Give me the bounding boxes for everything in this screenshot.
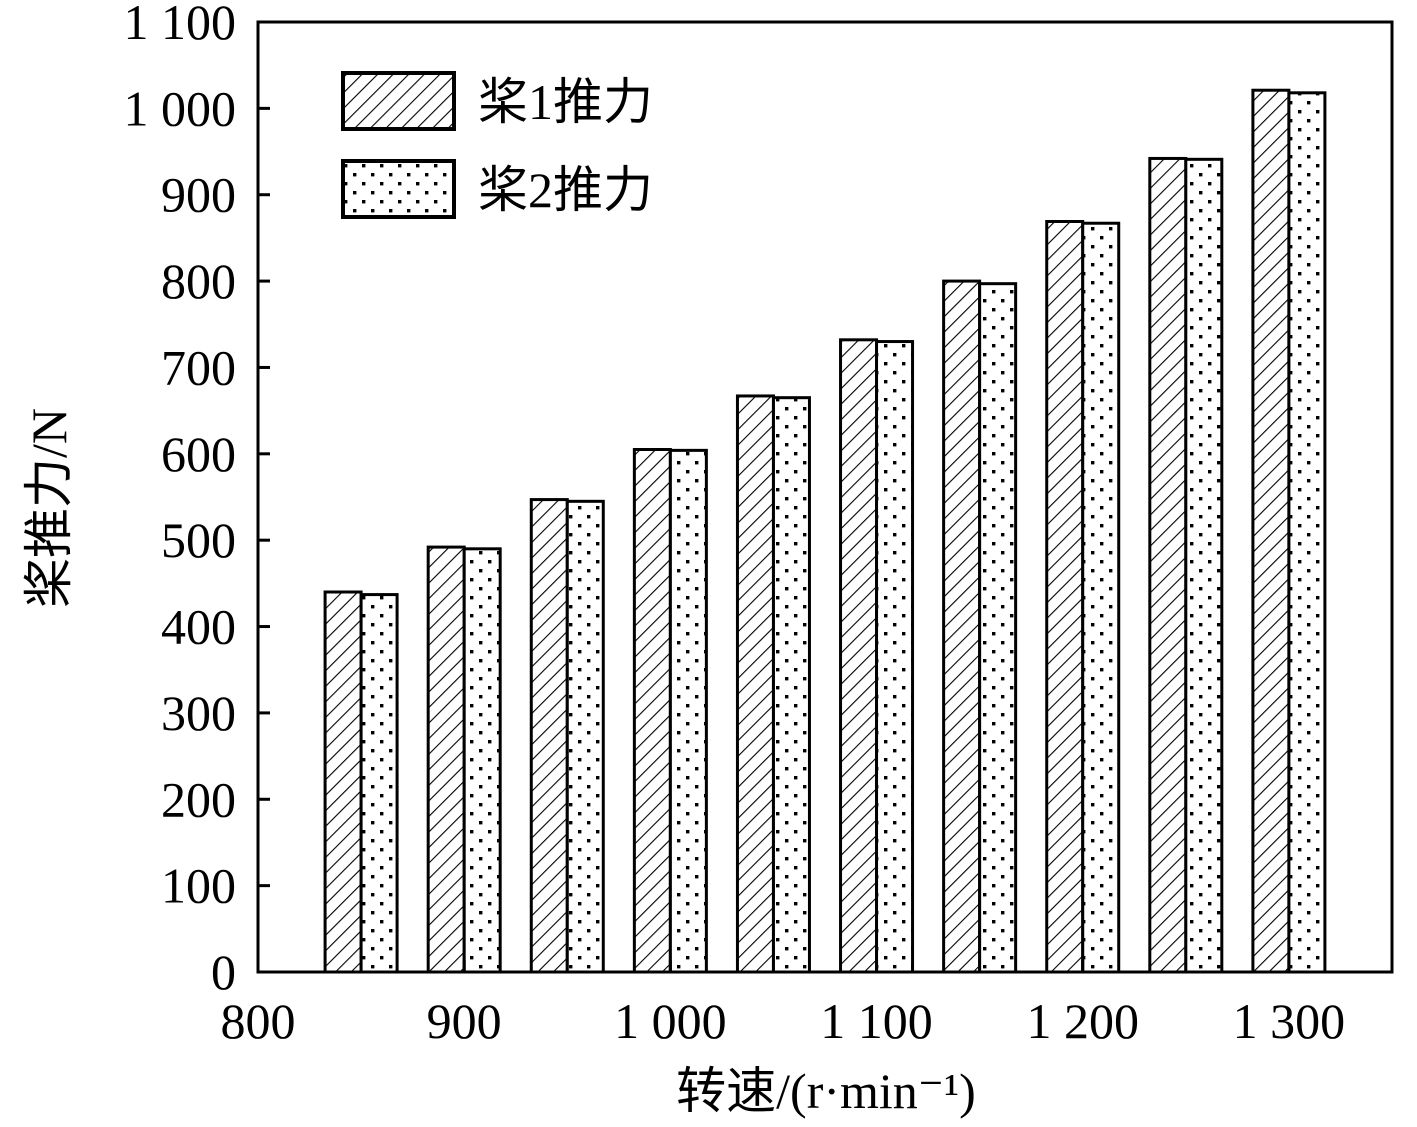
y-tick-label: 1 100 bbox=[124, 0, 237, 50]
bar-series2-850 bbox=[359, 593, 399, 974]
y-tick-label: 0 bbox=[211, 944, 236, 1000]
bar-series2-950 bbox=[565, 499, 605, 974]
y-tick-label: 800 bbox=[161, 253, 236, 309]
y-tick-label: 1 000 bbox=[124, 80, 237, 136]
bar-series2-1000 bbox=[668, 448, 708, 974]
legend-swatch-series1 bbox=[341, 71, 456, 131]
bar-series2-1150 bbox=[978, 282, 1018, 974]
bar-series2-1300 bbox=[1287, 91, 1327, 974]
y-tick-label: 300 bbox=[161, 685, 236, 741]
bar-series1-1150 bbox=[942, 279, 982, 974]
bar-series1-1200 bbox=[1045, 220, 1085, 974]
bar-series2-1100 bbox=[875, 340, 915, 974]
plot-frame bbox=[256, 20, 1394, 974]
bars-layer bbox=[323, 88, 1327, 974]
bar-series2-1050 bbox=[771, 396, 811, 974]
y-tick-label: 600 bbox=[161, 426, 236, 482]
y-tick-label: 200 bbox=[161, 771, 236, 827]
legend-label-series1: 桨1推力 bbox=[478, 74, 653, 130]
bar-series1-1000 bbox=[632, 448, 672, 974]
x-tick-label: 1 000 bbox=[614, 993, 727, 1049]
axes-layer: 0 100 200 300 400 500 600 700 800 900 1 000 1 100 80… bbox=[21, 0, 1394, 1119]
legend-label-series2: 桨2推力 bbox=[478, 162, 653, 218]
x-tick-label: 800 bbox=[221, 993, 296, 1049]
y-tick-label: 100 bbox=[161, 858, 236, 914]
y-tick-label: 400 bbox=[161, 599, 236, 655]
bar-series1-1300 bbox=[1251, 88, 1291, 974]
bar-series1-950 bbox=[529, 498, 569, 974]
bar-series1-1050 bbox=[735, 394, 775, 974]
y-axis-label: 桨推力/N bbox=[21, 408, 77, 608]
y-tick-label: 900 bbox=[161, 167, 236, 223]
x-axis-label: 转速/(r·min⁻¹) bbox=[676, 1063, 976, 1119]
bar-series2-900 bbox=[462, 547, 502, 974]
x-tick-label: 900 bbox=[427, 993, 502, 1049]
y-tick-label: 500 bbox=[161, 512, 236, 568]
bar-series1-900 bbox=[426, 545, 466, 974]
bar-series1-1250 bbox=[1148, 156, 1188, 974]
bar-series1-850 bbox=[323, 590, 363, 974]
bar-series2-1250 bbox=[1184, 157, 1224, 974]
x-tick-label: 1 100 bbox=[820, 993, 933, 1049]
y-tick-label: 700 bbox=[161, 339, 236, 395]
x-tick-label: 1 300 bbox=[1233, 993, 1346, 1049]
bar-series1-1100 bbox=[839, 338, 879, 974]
bar-series2-1200 bbox=[1081, 221, 1121, 974]
legend-swatch-series2 bbox=[341, 159, 456, 219]
x-tick-label: 1 200 bbox=[1026, 993, 1139, 1049]
